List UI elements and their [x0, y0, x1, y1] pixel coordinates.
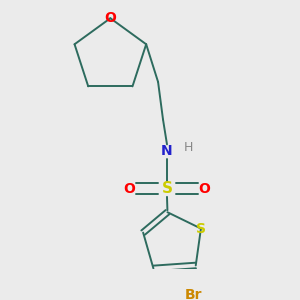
- Text: O: O: [199, 182, 211, 196]
- Text: N: N: [161, 144, 173, 158]
- Text: Br: Br: [185, 288, 202, 300]
- Text: S: S: [161, 182, 172, 196]
- Text: S: S: [196, 222, 206, 236]
- Text: O: O: [104, 11, 116, 25]
- Text: H: H: [184, 141, 194, 154]
- Text: O: O: [123, 182, 135, 196]
